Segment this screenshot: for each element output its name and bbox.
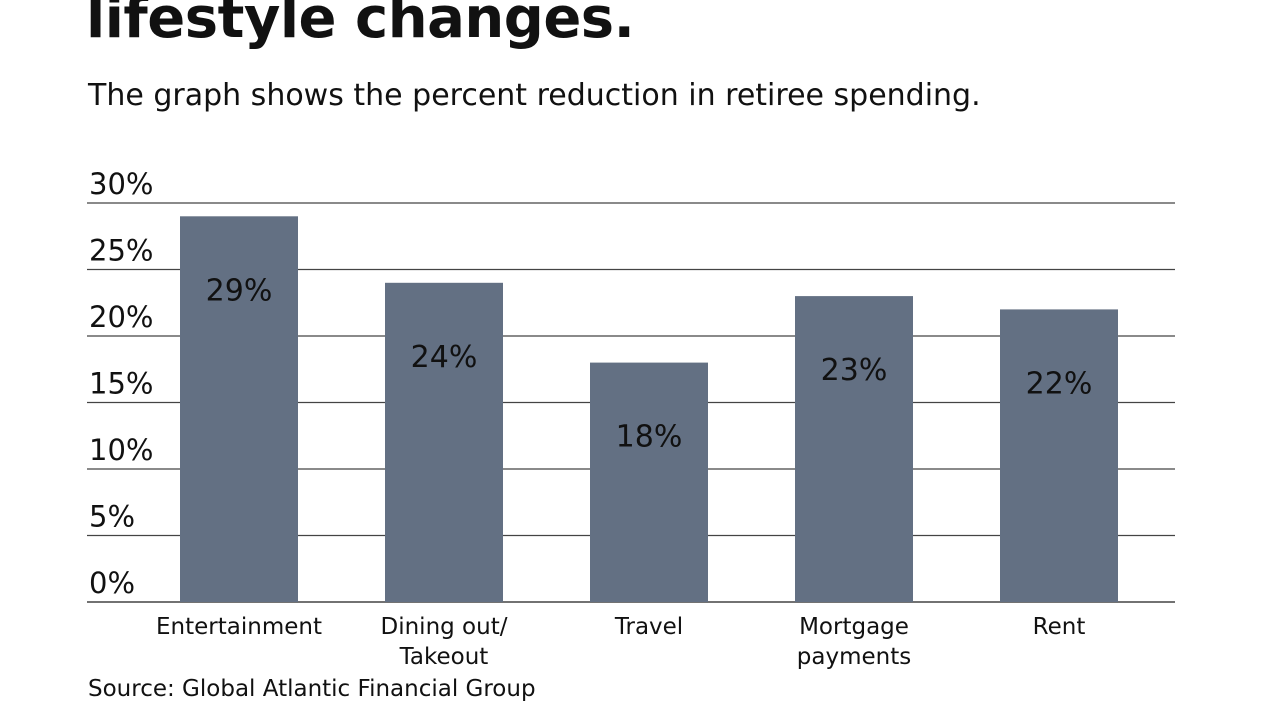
bar xyxy=(180,216,298,603)
y-tick-label: 0% xyxy=(89,566,135,600)
source-note: Source: Global Atlantic Financial Group xyxy=(88,676,536,702)
y-tick-label: 20% xyxy=(89,300,153,334)
data-label: 23% xyxy=(821,353,888,388)
x-category-label: Dining out/ xyxy=(381,614,508,640)
y-tick-label: 25% xyxy=(89,234,153,268)
y-tick-label: 10% xyxy=(89,433,153,467)
x-category-label: Mortgage xyxy=(799,614,909,640)
x-category-label: Travel xyxy=(614,614,683,640)
chart-title: lifestyle changes. xyxy=(86,0,635,51)
data-label: 29% xyxy=(206,273,273,308)
y-tick-label: 5% xyxy=(89,500,135,534)
x-category-label: payments xyxy=(797,644,911,670)
bar xyxy=(385,282,503,602)
x-category-label: Entertainment xyxy=(156,614,322,640)
y-tick-label: 30% xyxy=(89,167,153,201)
bar xyxy=(795,296,913,602)
x-category-label: Takeout xyxy=(399,644,489,670)
bar xyxy=(1000,309,1118,602)
chart-subtitle: The graph shows the percent reduction in… xyxy=(88,78,981,113)
y-tick-label: 15% xyxy=(89,367,153,401)
data-label: 22% xyxy=(1026,366,1093,401)
x-category-label: Rent xyxy=(1033,614,1086,640)
data-label: 24% xyxy=(411,340,478,375)
data-label: 18% xyxy=(616,420,683,455)
bar xyxy=(590,362,708,602)
